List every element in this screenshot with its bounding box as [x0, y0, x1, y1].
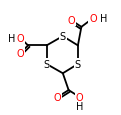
Text: H: H — [100, 14, 107, 24]
Text: O: O — [17, 49, 24, 58]
Text: S: S — [44, 59, 50, 69]
Text: O: O — [67, 16, 75, 26]
Text: S: S — [75, 59, 81, 69]
Text: O: O — [17, 34, 24, 43]
Text: O: O — [76, 92, 83, 102]
Text: O: O — [89, 14, 97, 24]
Text: S: S — [60, 32, 66, 42]
Text: H: H — [8, 34, 15, 43]
Text: O: O — [54, 92, 61, 102]
Text: H: H — [76, 101, 83, 111]
